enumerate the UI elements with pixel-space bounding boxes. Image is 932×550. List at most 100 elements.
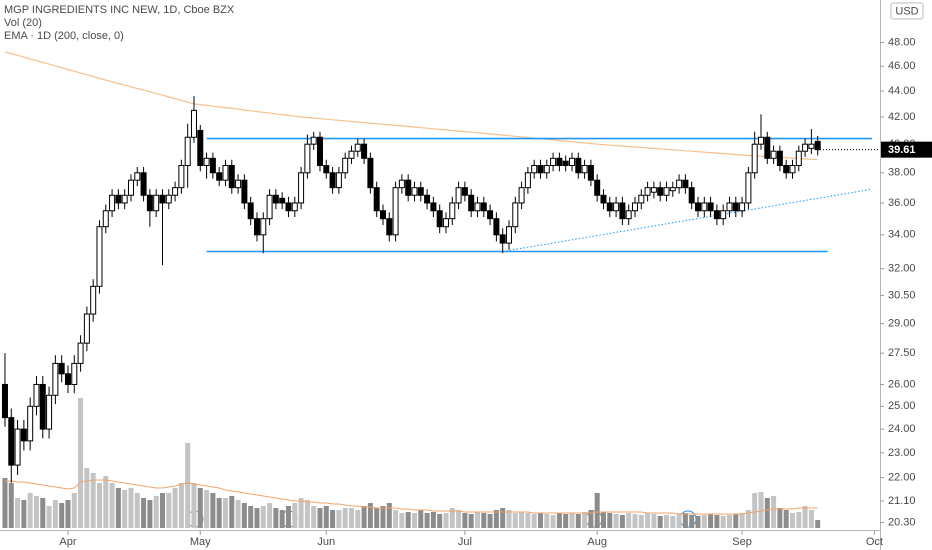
volume-bar xyxy=(708,514,714,528)
volume-bar xyxy=(342,508,348,528)
x-tick-label: May xyxy=(190,536,211,548)
candle-body xyxy=(398,179,405,189)
candle-body xyxy=(127,179,134,196)
volume-bar xyxy=(103,476,109,528)
candle-body xyxy=(808,143,815,149)
volume-bar xyxy=(418,510,424,528)
candle-body xyxy=(209,157,216,174)
candle-body xyxy=(316,136,323,167)
volume-bar xyxy=(115,488,121,528)
volume-bar xyxy=(695,516,701,528)
candle-body xyxy=(814,140,821,151)
x-tick-label: Jul xyxy=(458,536,472,548)
candle-body xyxy=(461,187,468,196)
volume-bar xyxy=(279,510,285,528)
volume-bar xyxy=(405,512,411,528)
volume-bar xyxy=(443,513,449,528)
volume-bar xyxy=(191,483,197,528)
currency[interactable]: USD xyxy=(895,5,918,17)
volume-bar xyxy=(449,508,455,528)
currency-box[interactable] xyxy=(890,2,924,20)
chart-title: MGP INGREDIENTS INC NEW, 1D, Cboe BZX xyxy=(4,4,235,16)
candle-body xyxy=(600,194,607,204)
candle-body xyxy=(751,143,758,174)
candle-body xyxy=(795,150,802,167)
candle-body xyxy=(184,136,191,167)
candle-body xyxy=(348,150,355,159)
candle-body xyxy=(505,226,512,244)
last-price-box xyxy=(881,141,932,158)
candle-body xyxy=(323,165,330,174)
candle-body xyxy=(613,202,620,212)
volume-bar xyxy=(745,510,751,528)
volume-bar xyxy=(739,513,745,528)
volume-bar xyxy=(726,515,732,528)
candle-body xyxy=(682,179,689,189)
candle-body xyxy=(58,362,65,375)
volume-bar xyxy=(27,493,33,528)
volume-bar xyxy=(204,490,210,528)
volume-bar xyxy=(771,496,777,528)
volume-bar xyxy=(657,516,663,528)
volume-bar xyxy=(15,498,21,528)
candle-body xyxy=(260,218,267,236)
candle-body xyxy=(33,383,40,407)
volume-bar xyxy=(52,500,58,528)
candle-body xyxy=(386,218,393,236)
volume-bar xyxy=(537,513,543,528)
candle-body xyxy=(216,172,223,181)
volume-bar xyxy=(254,508,260,528)
candle-body xyxy=(802,143,809,152)
candle-body xyxy=(726,202,733,212)
candle-body xyxy=(102,210,109,228)
candle-body xyxy=(487,210,494,220)
candle-body xyxy=(493,218,500,236)
volume-bar xyxy=(764,498,770,528)
candle-body xyxy=(134,172,141,181)
y-tick-label: 46.00 xyxy=(888,60,916,72)
volume-bar xyxy=(789,513,795,528)
volume-bar xyxy=(386,503,392,528)
volume-bar xyxy=(619,515,625,528)
volume-bar xyxy=(632,514,638,528)
volume-bar xyxy=(374,508,380,528)
volume-ma-line xyxy=(5,479,818,515)
volume-bar xyxy=(40,498,46,528)
y-tick-label: 29.00 xyxy=(888,317,916,329)
candle-body xyxy=(638,194,645,204)
candle-body xyxy=(663,187,670,196)
volume-bar xyxy=(525,513,531,528)
y-tick-label: 34.00 xyxy=(888,229,916,241)
candle-body xyxy=(190,109,197,138)
candle-body xyxy=(587,165,594,181)
candles xyxy=(1,96,821,483)
candle-body xyxy=(732,202,739,212)
candle-body xyxy=(291,202,298,212)
volume-bar xyxy=(96,483,102,528)
volume-bar xyxy=(411,513,417,528)
x-tick-label: Oct xyxy=(866,536,883,548)
volume-bar xyxy=(235,500,241,528)
candle-body xyxy=(247,202,254,220)
volume-bar xyxy=(626,513,632,528)
volume-bar xyxy=(752,493,758,528)
volume-bar xyxy=(758,492,764,528)
volume-bar xyxy=(330,510,336,528)
candle-body xyxy=(203,157,210,167)
candle-body xyxy=(776,150,783,167)
volume-bar xyxy=(311,506,317,528)
y-tick-label: 27.50 xyxy=(888,347,916,359)
trend-line xyxy=(502,188,872,252)
volume-bar xyxy=(241,503,247,528)
candle-body xyxy=(392,187,399,236)
volume-bar xyxy=(424,513,430,528)
volume-bar xyxy=(260,506,266,528)
candle-body xyxy=(279,197,286,204)
candle-body xyxy=(625,210,632,220)
candle-body xyxy=(77,342,84,364)
candle-body xyxy=(379,210,386,220)
candle-body xyxy=(71,362,78,385)
volume-bar xyxy=(178,483,184,528)
volume-bar xyxy=(304,500,310,528)
